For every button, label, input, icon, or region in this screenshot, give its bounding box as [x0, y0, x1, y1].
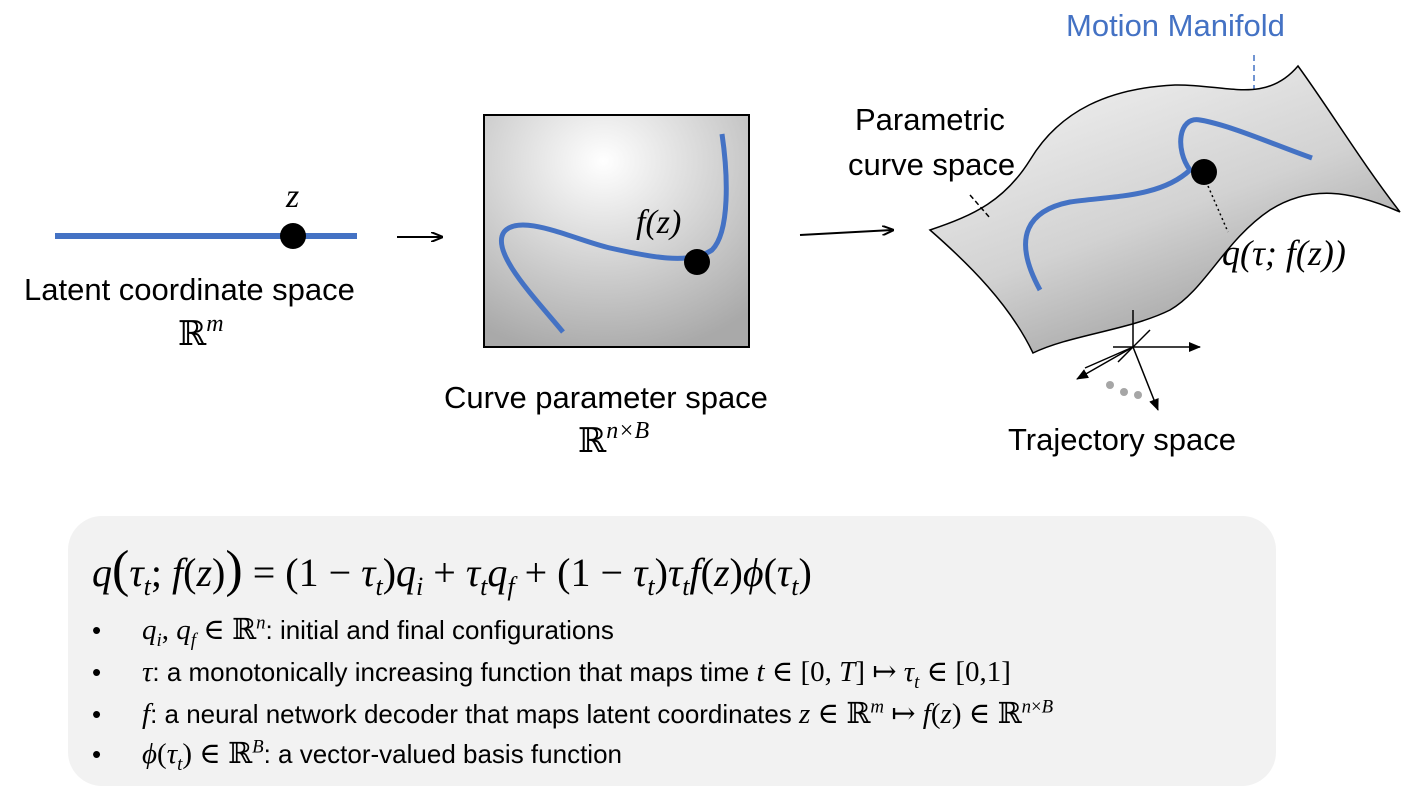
- manifold-point: [1191, 159, 1217, 185]
- trajectory-ellipsis: [1106, 381, 1142, 399]
- manifold-point-leader: [1207, 185, 1229, 233]
- parametric-curve-label-1: Parametric: [855, 102, 1005, 137]
- equation-box: [68, 516, 1276, 786]
- manifold-point-label: q(τ; f(z)): [1222, 233, 1346, 273]
- parametric-curve-leader: [969, 194, 991, 219]
- trajectory-axes: [1076, 310, 1201, 411]
- bullet-3: • f: a neural network decoder that maps l…: [92, 696, 1054, 730]
- main-equation: q(τt; f(z)) = (1 − τt)qi + τtqf + (1 − τ…: [92, 541, 812, 601]
- manifold-surface: [928, 64, 1401, 355]
- latent-space-group: z Latent coordinate space ℝm: [24, 178, 357, 353]
- latent-point-label: z: [285, 178, 299, 215]
- bullet-1: • qi, qf ∈ ℝn: initial and final configur…: [92, 612, 614, 651]
- latent-point: [280, 223, 306, 249]
- manifold-curve: [1023, 117, 1313, 292]
- curve-param-group: f(z) Curve parameter space ℝn×B: [444, 114, 768, 460]
- manifold-title: Motion Manifold: [1066, 8, 1285, 43]
- bullet-4: • ϕ(τt) ∈ ℝB: a vector-valued basis funct…: [92, 736, 622, 775]
- arrow-param-to-manifold: [799, 230, 893, 236]
- curve-param-label: Curve parameter space: [444, 380, 768, 415]
- latent-space-symbol: ℝm: [178, 311, 224, 353]
- parametric-curve-label-2: curve space: [848, 147, 1015, 182]
- curve-param-point-label: f(z): [636, 204, 681, 241]
- latent-space-label: Latent coordinate space: [24, 272, 355, 307]
- bullet-2: • τ: a monotonically increasing function …: [92, 656, 1011, 693]
- manifold-group: Motion Manifold q(τ; f(z)) Parametric cu…: [848, 8, 1401, 457]
- trajectory-space-label: Trajectory space: [1008, 422, 1236, 457]
- curve-param-box: [483, 114, 750, 348]
- curve-param-point: [684, 249, 710, 275]
- curve-param-symbol: ℝn×B: [578, 418, 649, 460]
- curve-param-curve: [499, 133, 729, 334]
